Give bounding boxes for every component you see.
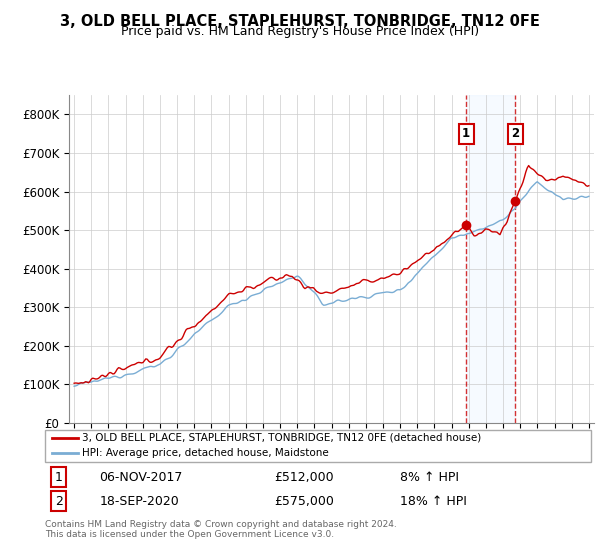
Text: £512,000: £512,000 — [274, 470, 334, 483]
Text: 1: 1 — [55, 470, 62, 483]
Text: 2: 2 — [511, 127, 520, 140]
Text: 8% ↑ HPI: 8% ↑ HPI — [400, 470, 459, 483]
Text: 3, OLD BELL PLACE, STAPLEHURST, TONBRIDGE, TN12 0FE: 3, OLD BELL PLACE, STAPLEHURST, TONBRIDG… — [60, 14, 540, 29]
Text: 06-NOV-2017: 06-NOV-2017 — [100, 470, 183, 483]
Text: Contains HM Land Registry data © Crown copyright and database right 2024.
This d: Contains HM Land Registry data © Crown c… — [45, 520, 397, 539]
Text: 18% ↑ HPI: 18% ↑ HPI — [400, 495, 467, 508]
Text: Price paid vs. HM Land Registry's House Price Index (HPI): Price paid vs. HM Land Registry's House … — [121, 25, 479, 38]
Text: 3, OLD BELL PLACE, STAPLEHURST, TONBRIDGE, TN12 0FE (detached house): 3, OLD BELL PLACE, STAPLEHURST, TONBRIDG… — [82, 433, 481, 442]
Text: £575,000: £575,000 — [274, 495, 334, 508]
Text: 2: 2 — [55, 495, 62, 508]
Text: 1: 1 — [462, 127, 470, 140]
Bar — [466, 95, 515, 423]
Text: 18-SEP-2020: 18-SEP-2020 — [100, 495, 179, 508]
Text: HPI: Average price, detached house, Maidstone: HPI: Average price, detached house, Maid… — [82, 448, 329, 458]
FancyBboxPatch shape — [45, 430, 591, 462]
